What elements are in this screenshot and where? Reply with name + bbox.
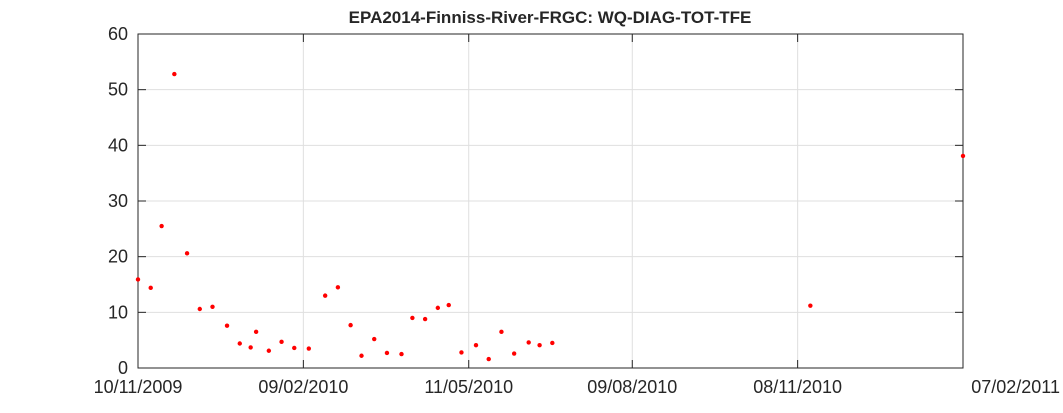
data-point [422, 316, 428, 322]
x-tick-label: 08/11/2010 [753, 377, 842, 397]
data-point [384, 350, 390, 356]
data-point [499, 329, 504, 335]
x-tick-label: 09/02/2010 [258, 377, 348, 397]
y-tick-label: 40 [108, 135, 128, 155]
data-point [526, 340, 531, 345]
y-tick-label: 50 [108, 80, 128, 100]
x-tick-label: 11/05/2010 [424, 377, 513, 397]
data-point [359, 353, 364, 358]
data-point [459, 350, 464, 355]
data-point [148, 285, 153, 291]
data-point [473, 342, 479, 348]
data-point [248, 345, 253, 350]
data-point [435, 305, 441, 311]
data-point [172, 71, 177, 77]
data-point [279, 339, 284, 345]
data-point [550, 340, 555, 346]
data-point [237, 341, 242, 346]
chart-title: EPA2014-Finniss-River-FRGC: WQ-DIAG-TOT-… [349, 8, 752, 27]
data-point [537, 342, 542, 348]
data-point [266, 348, 272, 353]
data-point [210, 304, 215, 309]
data-point [486, 356, 491, 362]
data-point [224, 323, 230, 328]
data-point [322, 293, 328, 298]
y-tick-label: 30 [108, 191, 128, 211]
data-point [135, 277, 141, 282]
y-tick-label: 0 [118, 358, 128, 378]
data-point [197, 306, 202, 312]
data-point [348, 322, 353, 328]
axes: 0 10 20 30 40 50 60 10/11/2009 09/02/2010 11/05/2… [94, 24, 1060, 397]
data-point [960, 153, 966, 159]
data-point [808, 303, 813, 308]
data-point [511, 351, 517, 356]
y-tick-label: 10 [108, 302, 128, 322]
data-point [372, 336, 377, 342]
data-point [184, 251, 190, 256]
grid-lines [138, 34, 963, 368]
data-point [306, 346, 312, 351]
x-tick-label: 10/11/2009 [94, 377, 183, 397]
x-tick-label: 07/02/2011 [971, 377, 1060, 397]
data-point [292, 345, 297, 351]
x-tick-label: 09/08/2010 [587, 377, 677, 397]
data-points [135, 71, 966, 362]
data-point [399, 351, 404, 357]
data-point [410, 315, 415, 321]
data-point [159, 223, 164, 229]
data-point [446, 302, 451, 308]
y-tick-label: 60 [108, 24, 128, 44]
y-tick-label: 20 [108, 247, 128, 267]
data-point [335, 285, 341, 290]
data-point [253, 329, 259, 335]
